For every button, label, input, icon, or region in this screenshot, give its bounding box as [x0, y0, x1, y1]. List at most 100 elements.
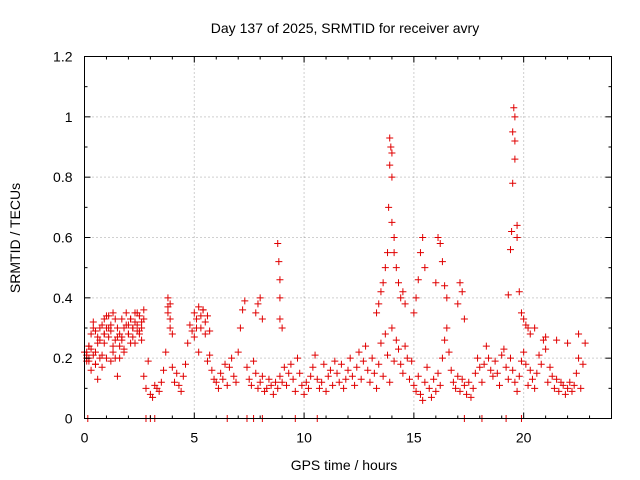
data-point [392, 336, 400, 344]
data-point [542, 333, 550, 341]
data-point [506, 354, 514, 362]
axis-ticks: 0 0.2 0.4 0.6 0.8 1 1.2 0 5 10 15 20 [53, 49, 612, 446]
data-point [581, 339, 589, 347]
data-point [387, 143, 395, 151]
data-point [280, 363, 288, 371]
data-point [162, 348, 170, 356]
data-point [304, 384, 312, 392]
data-point [390, 249, 398, 257]
data-point [559, 381, 567, 389]
data-point [100, 330, 108, 338]
data-point [201, 318, 209, 326]
data-point [91, 360, 99, 368]
data-point [190, 309, 198, 317]
data-point [432, 387, 440, 395]
data-point [206, 327, 214, 335]
data-point [436, 240, 444, 248]
data-point [177, 387, 185, 395]
data-point [256, 378, 264, 386]
data-point [441, 336, 449, 344]
data-point [111, 354, 119, 362]
data-point [386, 378, 394, 386]
data-point [511, 113, 519, 121]
data-point [414, 276, 422, 284]
data-point [467, 393, 475, 401]
data-point [419, 234, 427, 241]
y-tick-label: 0.8 [53, 169, 73, 185]
data-point [476, 363, 484, 371]
data-point [274, 384, 282, 392]
y-tick-label: 1 [65, 109, 73, 125]
data-point [408, 357, 416, 365]
data-point [168, 363, 176, 371]
data-point [553, 375, 561, 383]
data-point [278, 378, 286, 386]
data-point [471, 369, 479, 377]
data-point [515, 288, 523, 296]
data-point [344, 366, 352, 374]
data-point [197, 324, 205, 332]
data-point [129, 324, 137, 332]
data-point [535, 351, 543, 359]
data-point [129, 333, 137, 341]
data-point [416, 390, 424, 398]
data-point [390, 357, 398, 365]
data-point [245, 375, 253, 383]
data-point [513, 221, 521, 229]
data-point [456, 279, 464, 287]
data-point [184, 339, 192, 347]
data-point [555, 387, 563, 395]
data-point [449, 378, 457, 386]
data-point [230, 372, 238, 380]
data-point [127, 339, 135, 347]
data-point [322, 387, 330, 395]
data-point [309, 363, 317, 371]
data-point [107, 321, 115, 329]
data-point [333, 369, 341, 377]
data-point [127, 315, 135, 323]
data-point [463, 390, 471, 398]
data-point [276, 276, 284, 284]
data-point [188, 327, 196, 335]
data-point [487, 366, 495, 374]
data-point [504, 375, 512, 383]
data-point [348, 372, 356, 380]
data-point [315, 384, 323, 392]
data-point [353, 363, 361, 371]
data-point [87, 366, 95, 374]
data-point [166, 300, 174, 308]
plot-frame [84, 56, 612, 419]
y-axis-label: SRMTID / TECUs [7, 183, 23, 293]
data-point [496, 381, 504, 389]
data-point [160, 366, 168, 374]
data-point [199, 306, 207, 314]
data-point [100, 339, 108, 347]
data-point [438, 258, 446, 266]
data-point [568, 387, 576, 395]
data-point [401, 300, 409, 308]
data-point [520, 315, 528, 323]
data-point [425, 384, 433, 392]
data-point [120, 324, 128, 332]
data-point [120, 348, 128, 356]
data-point [234, 348, 242, 356]
data-point [186, 321, 194, 329]
data-point [164, 294, 172, 302]
data-point [430, 375, 438, 383]
data-point [498, 351, 506, 359]
data-point [307, 372, 315, 380]
data-point [335, 378, 343, 386]
data-point [364, 366, 372, 374]
data-point [87, 345, 95, 353]
data-point [142, 384, 150, 392]
data-point [331, 357, 339, 365]
data-point [427, 393, 435, 401]
data-point [293, 354, 301, 362]
data-point [377, 288, 385, 296]
data-point [370, 369, 378, 377]
data-point [357, 375, 365, 383]
data-point [346, 354, 354, 362]
data-point [524, 324, 532, 332]
data-point [491, 357, 499, 365]
data-point [509, 366, 517, 374]
